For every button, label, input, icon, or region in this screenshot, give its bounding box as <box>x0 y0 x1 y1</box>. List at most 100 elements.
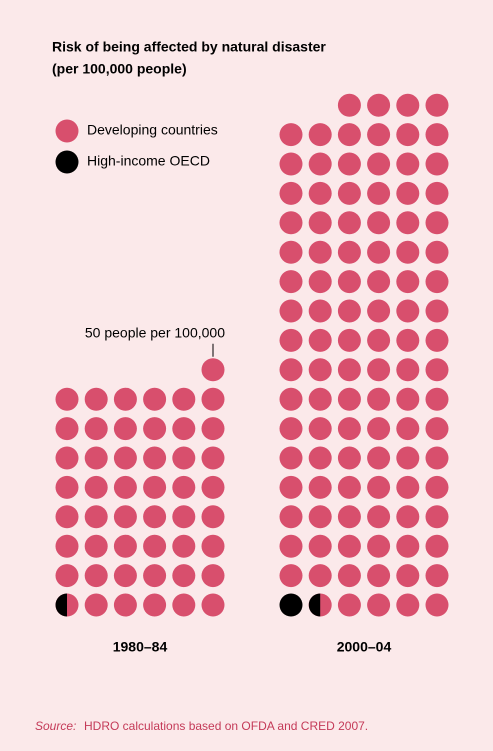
dot <box>367 181 391 205</box>
dot <box>367 240 391 264</box>
dot <box>337 475 361 499</box>
dot <box>143 387 167 411</box>
dot <box>55 505 79 529</box>
dot <box>337 299 361 323</box>
dot <box>367 299 391 323</box>
dot <box>201 387 225 411</box>
dot <box>279 593 303 617</box>
dot <box>337 328 361 352</box>
dot <box>425 270 449 294</box>
dot <box>425 328 449 352</box>
dot <box>337 534 361 558</box>
dot <box>308 152 332 176</box>
dot <box>113 417 137 441</box>
dot <box>396 299 420 323</box>
dot <box>396 417 420 441</box>
dot <box>337 593 361 617</box>
dot <box>367 505 391 529</box>
dot <box>308 475 332 499</box>
dot <box>425 93 449 117</box>
dot <box>396 211 420 235</box>
dot <box>308 123 332 147</box>
dot <box>367 123 391 147</box>
dot <box>279 181 303 205</box>
dot <box>367 593 391 617</box>
dot <box>143 446 167 470</box>
dot <box>308 240 332 264</box>
dot <box>396 328 420 352</box>
dot <box>201 505 225 529</box>
dot <box>367 328 391 352</box>
dot <box>425 593 449 617</box>
dot <box>308 446 332 470</box>
dot <box>367 387 391 411</box>
dot <box>367 93 391 117</box>
dot <box>425 417 449 441</box>
dot <box>425 152 449 176</box>
dot <box>279 211 303 235</box>
dot <box>172 446 196 470</box>
dot <box>337 152 361 176</box>
dot <box>308 299 332 323</box>
dot <box>143 475 167 499</box>
dot <box>84 564 108 588</box>
dot <box>308 417 332 441</box>
dot <box>337 93 361 117</box>
dot <box>396 475 420 499</box>
dot <box>425 387 449 411</box>
dot <box>425 446 449 470</box>
dot <box>396 240 420 264</box>
dot <box>84 446 108 470</box>
dot <box>201 358 225 382</box>
dot <box>172 475 196 499</box>
dot <box>113 475 137 499</box>
dot <box>201 564 225 588</box>
legend-swatch <box>55 150 79 174</box>
dot <box>425 505 449 529</box>
dot <box>425 564 449 588</box>
dot <box>337 417 361 441</box>
dot <box>172 564 196 588</box>
dot <box>201 593 225 617</box>
dot <box>113 593 137 617</box>
dot <box>308 358 332 382</box>
dot <box>113 564 137 588</box>
dot <box>113 446 137 470</box>
dot <box>279 505 303 529</box>
dot <box>425 534 449 558</box>
dot <box>279 328 303 352</box>
dot <box>367 211 391 235</box>
dot <box>279 564 303 588</box>
dot <box>172 534 196 558</box>
dot <box>308 593 321 617</box>
dot <box>84 387 108 411</box>
dot <box>425 358 449 382</box>
dot <box>279 270 303 294</box>
dot <box>113 534 137 558</box>
dot <box>172 387 196 411</box>
dot <box>396 358 420 382</box>
dot <box>308 211 332 235</box>
dot <box>308 181 332 205</box>
dot <box>279 446 303 470</box>
dot <box>425 181 449 205</box>
dot <box>84 534 108 558</box>
dot <box>143 593 167 617</box>
dot <box>396 446 420 470</box>
dot <box>172 505 196 529</box>
dot <box>84 417 108 441</box>
dot <box>337 211 361 235</box>
legend-label: High-income OECD <box>87 153 210 169</box>
dot <box>396 564 420 588</box>
dot <box>55 446 79 470</box>
dot <box>367 446 391 470</box>
dot <box>55 593 67 617</box>
dot <box>279 358 303 382</box>
dot <box>337 505 361 529</box>
dot <box>172 593 196 617</box>
dot <box>337 123 361 147</box>
dot <box>279 299 303 323</box>
dot <box>396 152 420 176</box>
dot <box>396 270 420 294</box>
dot <box>113 387 137 411</box>
